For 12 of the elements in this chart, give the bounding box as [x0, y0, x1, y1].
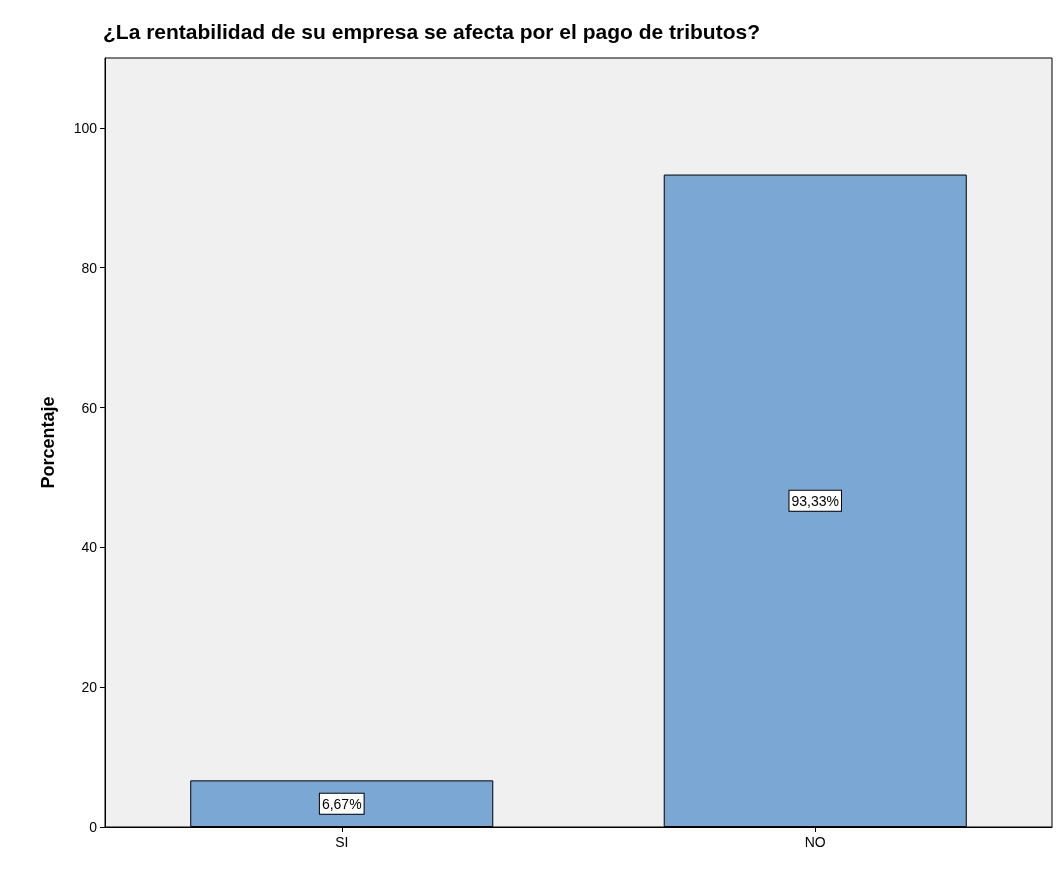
x-tick-label: NO: [804, 834, 826, 850]
y-tick-label: 40: [81, 539, 98, 556]
y-tick-label: 100: [73, 119, 98, 136]
data-label: 6,67%: [321, 795, 362, 812]
y-tick-label: 60: [81, 399, 98, 416]
y-axis-title: Porcentaje: [38, 396, 58, 489]
chart-title: ¿La rentabilidad de su empresa se afecta por el pago de tributos?: [103, 20, 760, 43]
data-label: 93,33%: [791, 492, 839, 509]
y-tick-label: 20: [81, 679, 98, 696]
x-tick-label: SI: [335, 834, 349, 850]
y-tick-label: 0: [89, 819, 98, 835]
y-tick-label: 80: [81, 259, 98, 276]
